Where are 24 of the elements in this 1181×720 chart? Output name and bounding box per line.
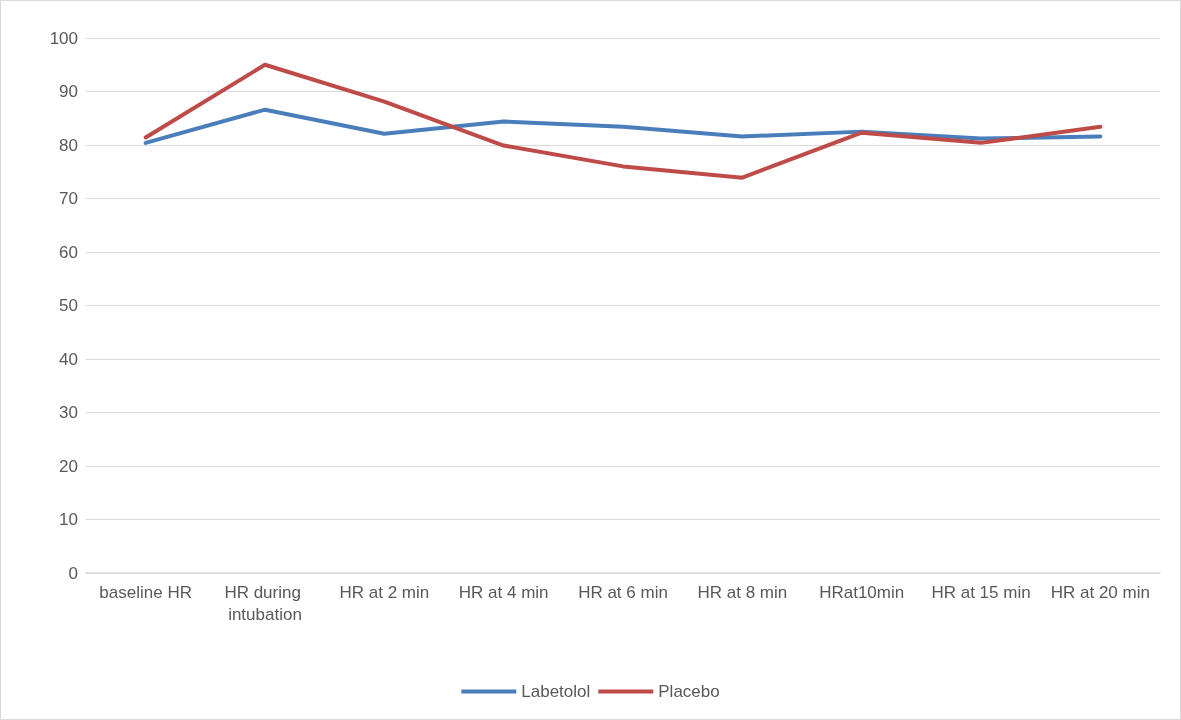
y-tick-label: 10 (59, 510, 78, 529)
y-tick-label: 30 (59, 403, 78, 422)
x-tick-label: HR at 4 min (458, 582, 549, 602)
legend-label: Labetolol (521, 682, 591, 701)
line-series (143, 62, 1103, 180)
x-tick-label: HR at 15 min (931, 582, 1031, 602)
y-tick-label: 100 (49, 28, 78, 48)
y-tick-label: 60 (59, 242, 78, 262)
y-tick-label: 40 (59, 349, 78, 369)
line-series (143, 107, 1103, 145)
y-tick-label: 50 (59, 296, 78, 315)
x-tick-label: baseline HR (99, 582, 192, 602)
y-tick-label: 90 (59, 82, 78, 101)
x-tick-label: HR at 20 min (1050, 582, 1150, 602)
y-tick-label: 80 (59, 135, 78, 155)
x-tick-label: HR at 6 min (578, 582, 668, 602)
legend-label: Placebo (658, 682, 720, 701)
y-tick-label: 20 (59, 456, 78, 476)
y-tick-label: 70 (59, 189, 78, 208)
x-tick-label: HR at 2 min (339, 582, 430, 602)
x-tick-label: HR during intubation (224, 582, 306, 624)
x-tick-label: HR at 8 min (697, 582, 788, 602)
x-tick-label: HRat10min (819, 582, 905, 602)
y-tick-label: 0 (68, 563, 78, 583)
